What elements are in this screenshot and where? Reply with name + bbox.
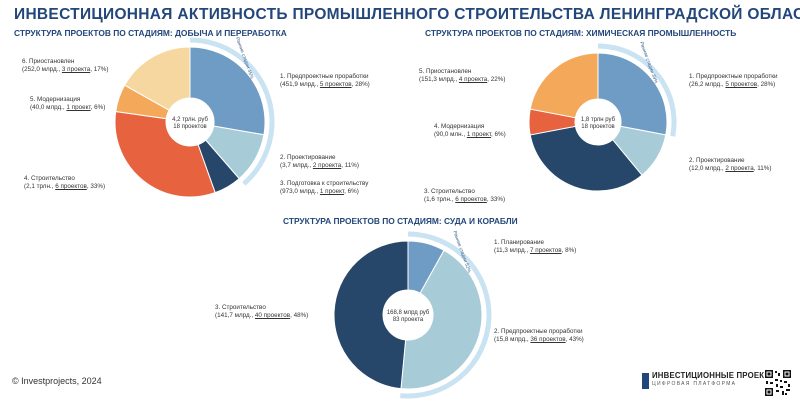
donut-center-ships-line-2: 83 проекта bbox=[393, 317, 424, 323]
legend-chemical-2: 2. Проектирование (12,0 млрд., 2 проекта… bbox=[689, 157, 772, 173]
legend-chemical-1: 1. Предпроектные проработки (26,2 млрд.,… bbox=[689, 73, 778, 89]
donut-slice-mining-6 bbox=[123, 46, 191, 111]
chart-title-chemical: СТРУКТУРА ПРОЕКТОВ ПО СТАДИЯМ: ХИМИЧЕСКА… bbox=[425, 28, 737, 38]
legend-ships-2: 2. Предпроектные проработки (15,8 млрд.,… bbox=[494, 328, 584, 344]
donut-hole-chemical bbox=[575, 99, 621, 145]
donut-center-mining-line-1: 4,2 трлн. руб bbox=[172, 117, 208, 123]
copyright-text: © Investprojects, 2024 bbox=[12, 376, 102, 386]
donut-center-chemical-line-1: 1,8 трлн руб bbox=[581, 117, 616, 123]
legend-ships-3: 3. Строительство (141,7 млрд., 40 проект… bbox=[215, 304, 309, 320]
donut-center-ships-line-1: 168,8 млрд руб bbox=[387, 310, 430, 316]
legend-chemical-4: 4. Модернизация (90,0 млн., 1 проект, 6%… bbox=[434, 123, 506, 139]
donut-center-mining-line-2: 18 проектов bbox=[173, 124, 207, 130]
qr-code-icon bbox=[764, 369, 792, 397]
legend-ships-1: 1. Планирование (11,3 млрд., 7 проектов,… bbox=[494, 239, 577, 255]
chart-title-ships: СТРУКТУРА ПРОЕКТОВ ПО СТАДИЯМ: СУДА И КО… bbox=[283, 216, 518, 226]
donut-hole-ships bbox=[383, 290, 433, 340]
legend-chemical-3: 3. Строительство (1,6 трлн., 6 проектов,… bbox=[424, 188, 506, 204]
legend-mining-5: 5. Модернизация (40,0 млрд., 1 проект, 6… bbox=[30, 96, 106, 112]
brand-subtitle: ЦИФРОВАЯ ПЛАТФОРМА bbox=[652, 381, 737, 387]
main-title: ИНВЕСТИЦИОННАЯ АКТИВНОСТЬ ПРОМЫШЛЕННОГО … bbox=[14, 6, 800, 23]
chart-title-mining: СТРУКТУРА ПРОЕКТОВ ПО СТАДИЯМ: ДОБЫЧА И … bbox=[14, 28, 287, 38]
donut-center-chemical-line-2: 18 проектов bbox=[581, 124, 615, 130]
legend-mining-2: 2. Проектирование (3,7 млрд., 2 проекта,… bbox=[280, 154, 359, 170]
donut-hole-mining bbox=[166, 98, 214, 146]
brand-name: ИНВЕСТИЦИОННЫЕ ПРОЕКТЫ bbox=[652, 371, 778, 380]
legend-mining-6: 6. Приостановлен (252,0 млрд., 3 проекта… bbox=[22, 58, 109, 74]
legend-mining-4: 4. Строительство (2,1 трлн., 6 проектов,… bbox=[24, 175, 106, 191]
donut-slice-mining-1 bbox=[189, 46, 266, 136]
legend-mining-3: 3. Подготовка к строительству (973,0 млр… bbox=[280, 180, 369, 196]
brand-mark-icon bbox=[642, 373, 649, 389]
brand-logo: ИНВЕСТИЦИОННЫЕ ПРОЕКТЫ ЦИФРОВАЯ ПЛАТФОРМ… bbox=[642, 371, 778, 395]
legend-mining-1: 1. Предпроектные проработки (451,9 млрд.… bbox=[280, 73, 370, 89]
legend-chemical-5: 5. Приостановлен (151,3 млрд., 4 проекта… bbox=[419, 68, 506, 84]
